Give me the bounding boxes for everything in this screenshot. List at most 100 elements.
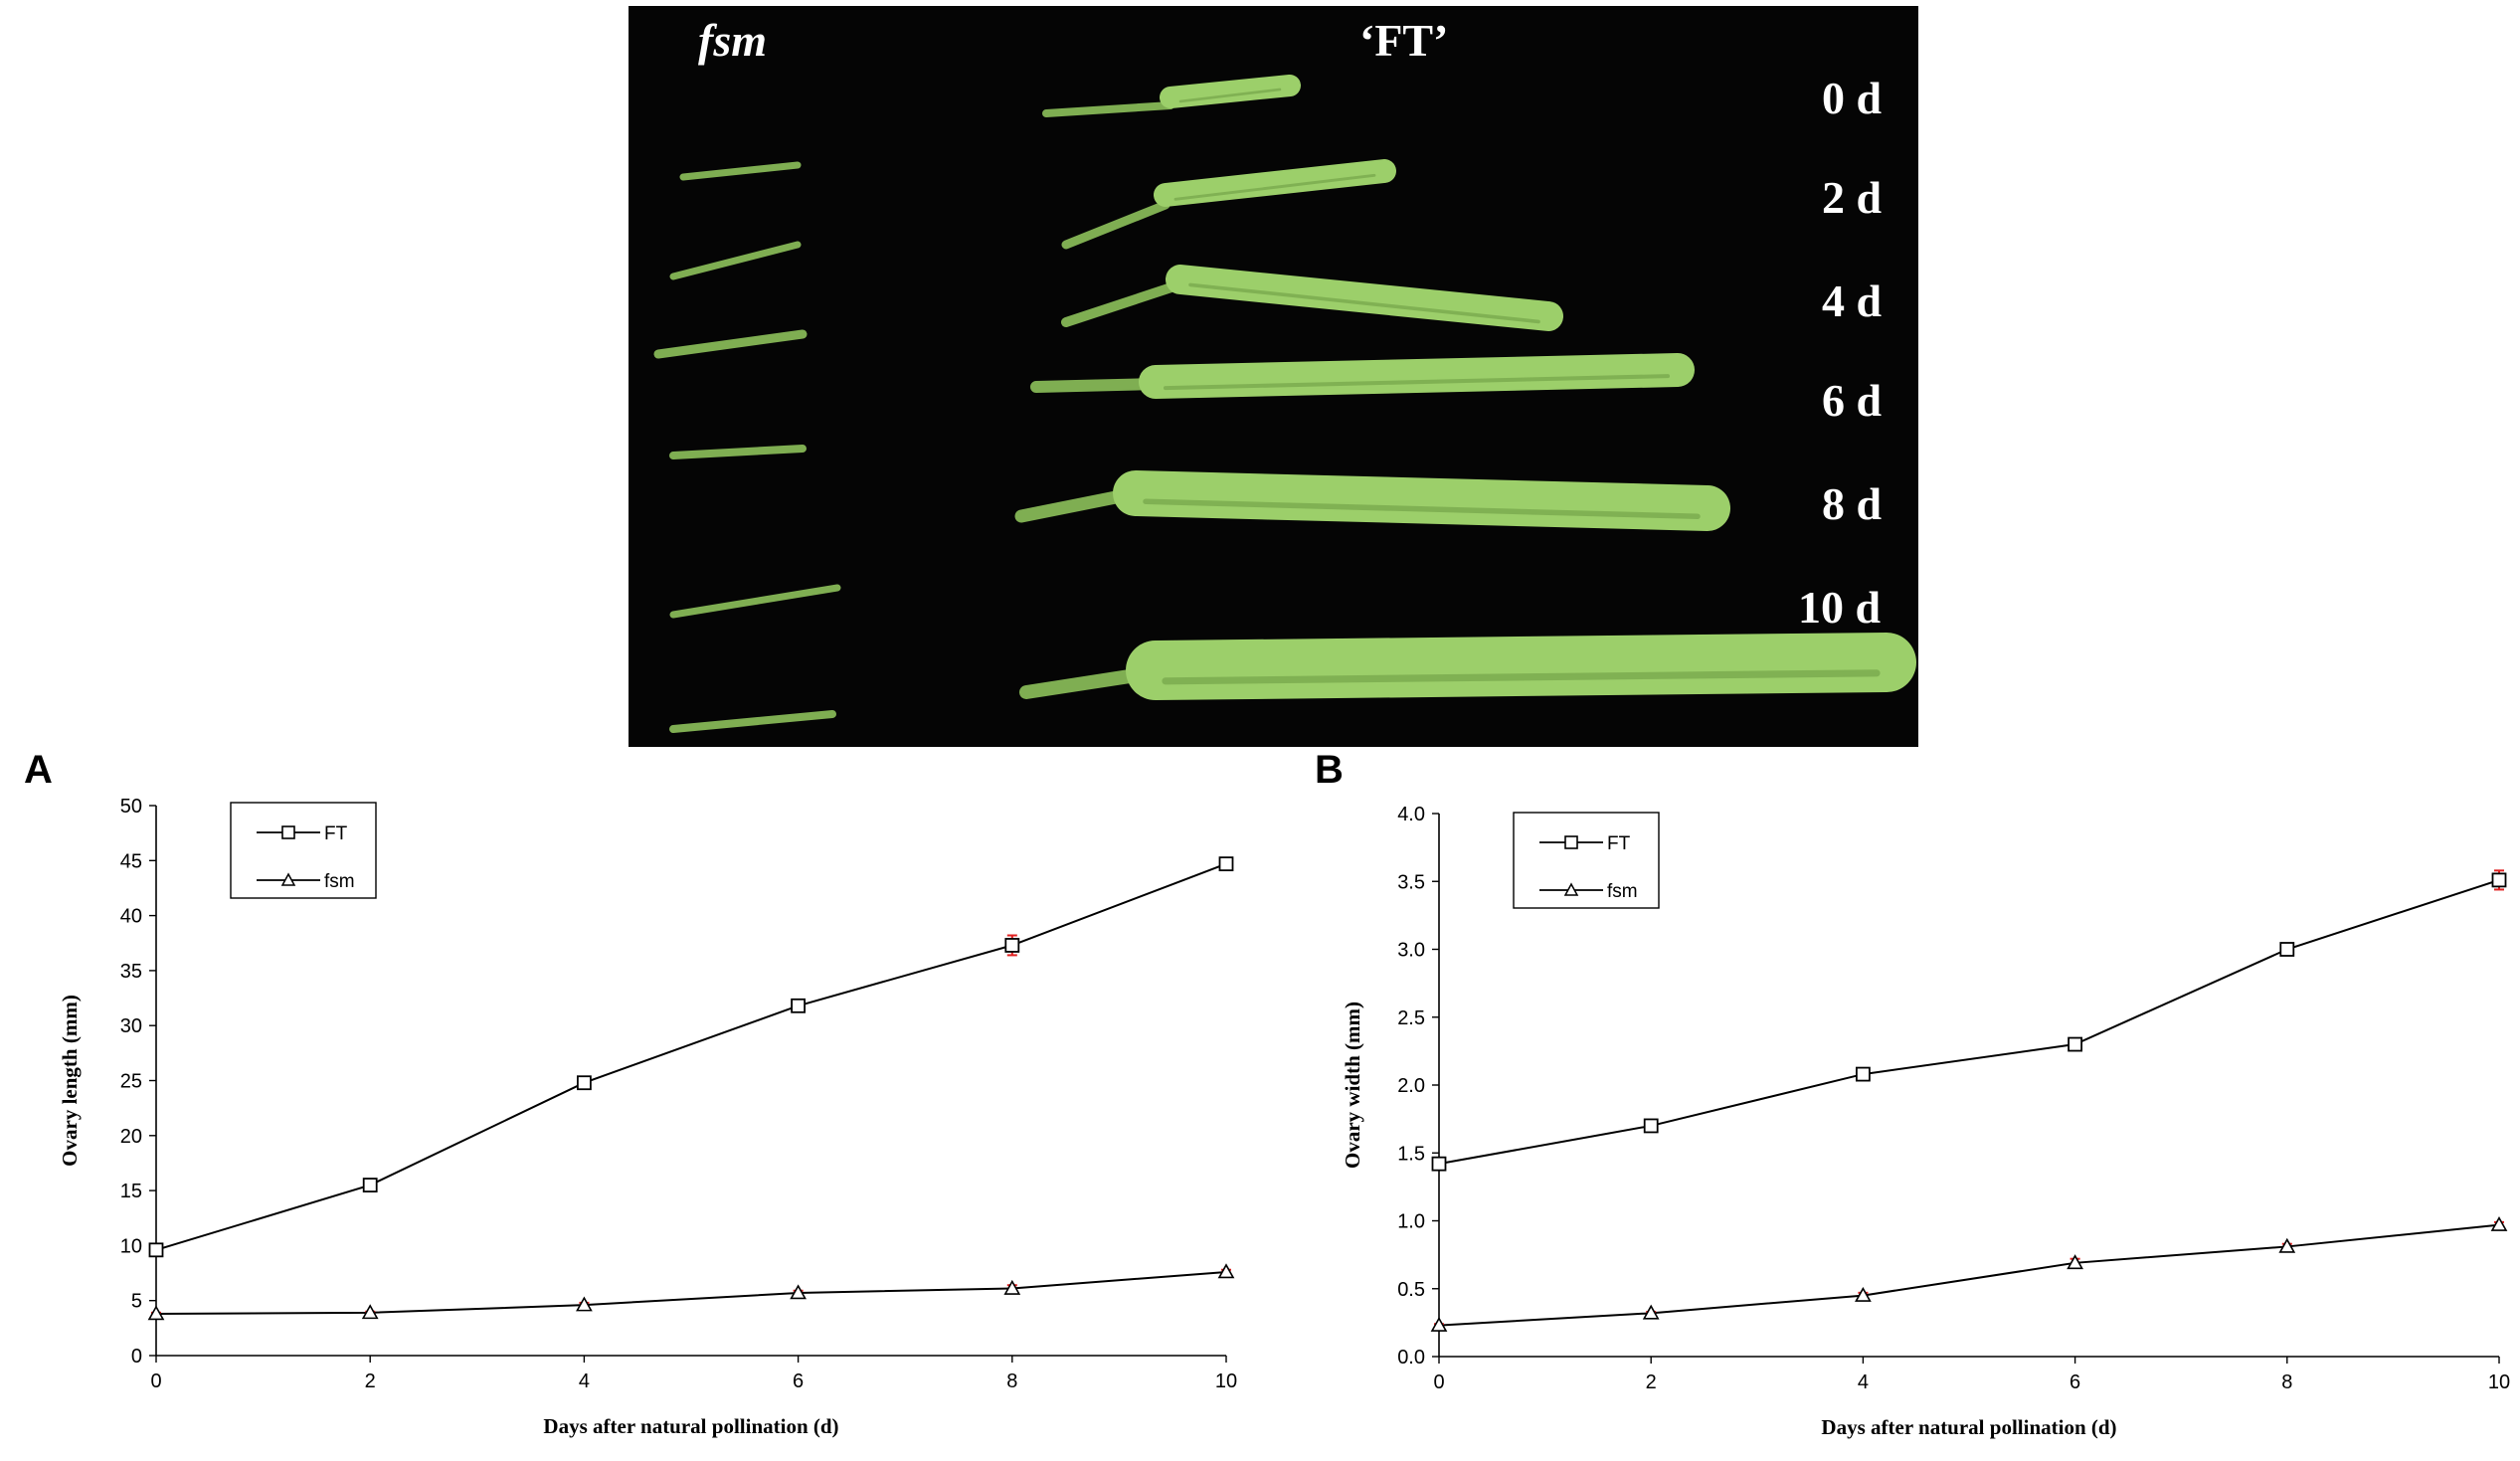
chart-a-legend-marker-fsm	[280, 872, 296, 886]
chart-a-y-tick-label-6: 30	[120, 1015, 142, 1037]
ft-pod-2	[1166, 265, 1563, 331]
chart-a-point-FT-5	[1218, 856, 1234, 872]
chart-b-x-tick-label-3: 6	[2070, 1371, 2080, 1393]
chart-a-x-tick-label-3: 6	[793, 1370, 804, 1392]
chart-a-y-tick-label-9: 45	[120, 850, 142, 872]
fsm-pod-3	[669, 445, 807, 459]
chart-b-y-tick-label-1: 0.5	[1397, 1279, 1425, 1301]
chart-a-point-fsm-1	[361, 1304, 379, 1320]
ft-pod-shade-0	[1178, 88, 1282, 103]
chart-a-point-FT-4	[1004, 938, 1020, 953]
chart-b-point-fsm-3	[2067, 1254, 2083, 1270]
ft-pod-shade-3	[1163, 374, 1671, 391]
chart-b-point-FT-3	[2068, 1036, 2082, 1052]
day-label-8: 8 d	[1822, 478, 1883, 529]
fsm-pod-4	[669, 584, 841, 619]
day-label-6: 6 d	[1822, 375, 1883, 426]
chart-b-point-FT-2	[1856, 1066, 1871, 1082]
panel-letter-b: B	[1315, 748, 1344, 792]
chart-a-y-axis-title: Ovary length (mm)	[58, 995, 82, 1167]
fsm-pod-0	[679, 161, 802, 181]
fsm-pod-2	[653, 329, 808, 359]
chart-b-x-tick-label-4: 8	[2281, 1371, 2292, 1393]
chart-a-legend-label-FT: FT	[324, 823, 348, 844]
chart-a-y-tick-label-2: 10	[120, 1235, 142, 1257]
chart-b-point-FT-4	[2279, 942, 2295, 957]
ft-pod-0	[1160, 75, 1301, 108]
label-ft: ‘FT’	[1359, 15, 1449, 66]
chart-a-point-FT-0	[148, 1242, 164, 1258]
chart-b-x-tick-label-0: 0	[1433, 1371, 1444, 1393]
chart-a-x-axis-title: Days after natural pollination (d)	[543, 1414, 838, 1438]
ft-pod-shade-5	[1162, 669, 1881, 685]
ft-stalk-0	[1042, 101, 1174, 117]
chart-b-point-fsm-2	[1855, 1286, 1872, 1302]
chart-a-x-tick-label-0: 0	[150, 1370, 161, 1392]
pod-illustrations	[653, 75, 1916, 733]
day-label-0: 0 d	[1822, 73, 1883, 123]
ft-pod-3	[1139, 353, 1695, 399]
chart-a-y-tick-label-7: 35	[120, 961, 142, 983]
chart-a-y-tick-label-8: 40	[120, 906, 142, 928]
chart-b-y-tick-label-3: 1.5	[1397, 1143, 1425, 1165]
chart-b-legend-label-FT: FT	[1607, 833, 1631, 854]
chart-b-point-FT-0	[1431, 1156, 1447, 1172]
chart-ovary-length: 0 5 10 15 20 25 30 35 40 45 50 0 2 4 6 8 10 Days after na…	[58, 796, 1237, 1438]
chart-b-point-fsm-0	[1430, 1316, 1448, 1332]
chart-a-y-tick-label-5: 25	[120, 1071, 142, 1093]
chart-b-point-fsm-5	[2490, 1215, 2508, 1231]
chart-a-legend-marker-FT	[281, 825, 295, 839]
chart-a-point-fsm-3	[790, 1284, 807, 1300]
ft-stalk-3	[1030, 378, 1162, 393]
ft-pod-shade-4	[1143, 498, 1701, 520]
chart-b-y-tick-label-7: 3.5	[1397, 871, 1425, 893]
chart-a-y-tick-label-4: 20	[120, 1126, 142, 1148]
ft-pod-shade-1	[1173, 173, 1376, 201]
chart-b-point-FT-5	[2491, 872, 2507, 888]
chart-b-legend-marker-fsm	[1563, 882, 1579, 896]
chart-a-y-tick-label-0: 0	[131, 1346, 142, 1368]
chart-a-legend-label-fsm: fsm	[324, 871, 355, 892]
chart-b-x-tick-label-1: 2	[1646, 1371, 1657, 1393]
chart-b-y-tick-label-2: 1.0	[1397, 1211, 1425, 1233]
chart-b-x-tick-label-2: 4	[1858, 1371, 1869, 1393]
ft-pod-4	[1113, 470, 1730, 531]
chart-b-y-tick-label-6: 3.0	[1397, 940, 1425, 962]
chart-a-y-tick-label-10: 50	[120, 796, 142, 818]
chart-a-x-tick-label-1: 2	[365, 1370, 376, 1392]
fsm-pod-5	[669, 710, 836, 733]
panel-letter-a: A	[24, 748, 53, 792]
chart-b-x-axis-title: Days after natural pollination (d)	[1821, 1415, 2116, 1439]
chart-b-y-tick-label-5: 2.5	[1397, 1007, 1425, 1029]
chart-b-series-line-fsm	[1438, 1223, 2500, 1327]
chart-a-x-tick-label-4: 8	[1006, 1370, 1017, 1392]
day-label-2: 2 d	[1822, 172, 1883, 223]
ft-stalk-2	[1061, 279, 1185, 327]
chart-b-y-tick-label-0: 0.0	[1397, 1347, 1425, 1369]
chart-a-point-fsm-0	[147, 1305, 165, 1321]
ft-pod-5	[1126, 633, 1916, 700]
chart-b-point-fsm-1	[1642, 1304, 1660, 1320]
chart-a-series-line-fsm	[155, 1270, 1227, 1315]
day-label-10: 10 d	[1798, 582, 1882, 633]
chart-b-legend-marker-FT	[1564, 835, 1578, 849]
chart-b-x-tick-label-5: 10	[2488, 1371, 2510, 1393]
chart-a-point-FT-3	[791, 998, 806, 1013]
chart-a-point-fsm-5	[1217, 1263, 1235, 1279]
chart-b-series-line-FT	[1438, 878, 2500, 1166]
label-fsm: fsm	[698, 15, 767, 66]
chart-a-point-fsm-2	[576, 1296, 593, 1312]
chart-a-legend-box	[230, 802, 377, 899]
chart-b-y-axis-title: Ovary width (mm)	[1341, 1002, 1364, 1169]
chart-b-y-tick-label-8: 4.0	[1397, 804, 1425, 825]
chart-a-y-tick-label-1: 5	[131, 1291, 142, 1313]
chart-a-point-fsm-4	[1003, 1279, 1021, 1295]
chart-a-series-line-FT	[155, 862, 1227, 1251]
fruit-development-photo: fsm ‘FT’ 0 d 2 d 4 d 6 d 8 d 10 d	[629, 6, 1918, 747]
chart-b-point-fsm-4	[2278, 1237, 2296, 1253]
day-label-4: 4 d	[1822, 275, 1883, 326]
ft-stalk-1	[1061, 200, 1170, 250]
chart-a-x-tick-label-2: 4	[579, 1370, 590, 1392]
fsm-pod-1	[669, 241, 802, 280]
chart-a-point-FT-1	[362, 1178, 378, 1192]
